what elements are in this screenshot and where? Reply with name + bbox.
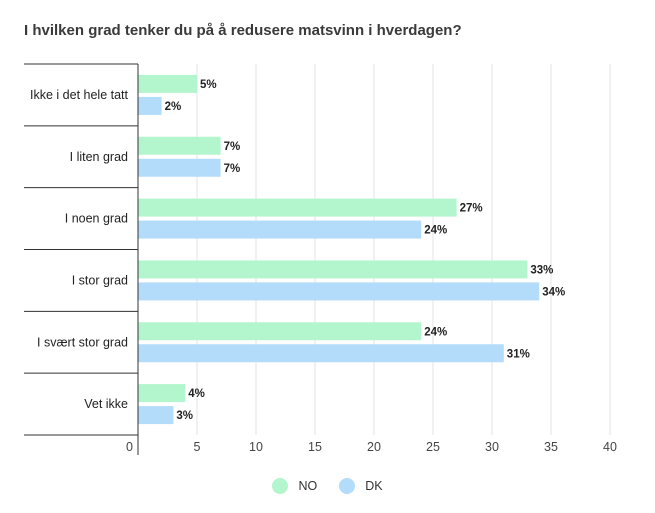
bar-dk (138, 158, 221, 177)
data-label: 7% (224, 141, 241, 153)
chart-title: I hvilken grad tenker du på å redusere m… (24, 22, 462, 39)
x-tick-label: 20 (367, 440, 381, 454)
legend-item-dk[interactable]: DK (339, 478, 383, 494)
bar-no (138, 384, 186, 403)
category-label: I noen grad (65, 212, 128, 226)
bar-dk (138, 406, 174, 425)
bar-no (138, 136, 221, 155)
data-label: 34% (542, 286, 565, 298)
data-label: 3% (176, 410, 193, 422)
data-label: 24% (424, 225, 447, 237)
bar-no (138, 74, 197, 93)
x-tick-label: 0 (126, 440, 133, 454)
bar-no (138, 322, 422, 341)
data-label: 4% (188, 388, 205, 400)
x-tick-label: 25 (426, 440, 440, 454)
x-tick-label: 5 (194, 440, 201, 454)
bar-dk (138, 220, 422, 239)
bar-no (138, 198, 457, 217)
category-label: Vet ikke (84, 397, 128, 411)
legend-label-no: NO (298, 479, 318, 493)
x-tick-label: 40 (603, 440, 617, 454)
x-tick-label: 35 (544, 440, 558, 454)
x-tick-label: 30 (485, 440, 499, 454)
data-label: 7% (224, 163, 241, 175)
category-label: I liten grad (70, 150, 128, 164)
data-label: 31% (507, 348, 530, 360)
bar-dk (138, 96, 162, 115)
data-label: 33% (530, 264, 553, 276)
category-label: I svært stor grad (37, 335, 128, 349)
legend-item-no[interactable]: NO (272, 478, 317, 494)
data-label: 27% (460, 203, 483, 215)
data-label: 24% (424, 326, 447, 338)
bar-dk (138, 282, 540, 301)
legend-swatch-no (272, 478, 289, 494)
legend: NO DK (0, 478, 655, 494)
category-label: Ikke i det hele tatt (30, 88, 129, 102)
category-label: I stor grad (72, 273, 128, 287)
data-label: 2% (165, 101, 182, 113)
bar-dk (138, 344, 504, 363)
x-tick-label: 15 (308, 440, 322, 454)
x-tick-label: 10 (249, 440, 263, 454)
legend-label-dk: DK (365, 479, 383, 493)
legend-swatch-dk (339, 478, 356, 494)
data-label: 5% (200, 79, 217, 91)
bar-no (138, 260, 528, 279)
